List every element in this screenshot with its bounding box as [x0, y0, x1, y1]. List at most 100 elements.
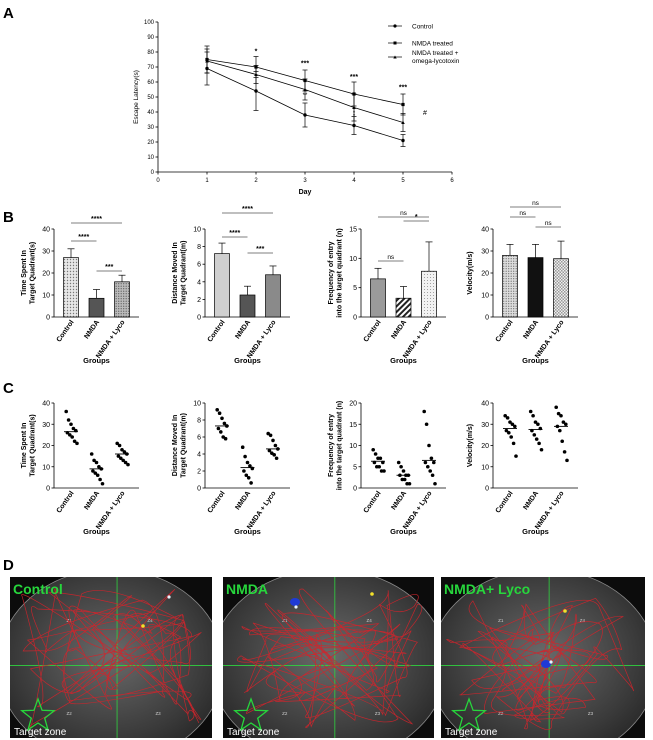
significance-label: ns — [532, 200, 540, 207]
x-tick-label: Control — [56, 490, 76, 514]
significance-marker: ** — [303, 93, 308, 99]
scatter-point — [507, 430, 511, 435]
y-tick-label: 2 — [197, 469, 201, 476]
quadrant-label: Z4 — [580, 618, 586, 623]
scatter-point — [116, 454, 121, 458]
data-point — [254, 72, 258, 76]
swim-path — [446, 597, 634, 730]
scatter-point — [559, 413, 563, 418]
y-tick-label: 0 — [197, 486, 201, 493]
series-2 — [204, 48, 406, 132]
y-axis-label-line: into the target quadrant (n) — [337, 401, 344, 490]
y-tick-label: 20 — [42, 443, 50, 450]
x-tick-label: 1 — [205, 178, 209, 184]
scatter-point — [561, 420, 566, 424]
bar — [265, 274, 281, 318]
y-axis-label: Distance Moved In Target Quadrant(m) — [172, 241, 188, 306]
y-tick-label: 0 — [353, 315, 357, 322]
data-point — [303, 87, 307, 91]
y-tick-label: 40 — [42, 401, 50, 408]
panel-letter-b: B — [3, 209, 14, 226]
legend-label-control: Control — [412, 24, 434, 31]
scatter-point — [402, 477, 407, 482]
scatter-point — [560, 439, 564, 444]
x-tick-label: NMDA — [522, 490, 540, 511]
scatter-point — [503, 413, 508, 418]
y-tick-label: 10 — [349, 443, 357, 450]
y-tick-label: 40 — [481, 401, 489, 408]
y-tick-label: 50 — [147, 95, 154, 101]
quadrant-label: Z4 — [366, 618, 372, 623]
x-axis-label: Groups — [83, 527, 110, 536]
y-tick-label: 8 — [197, 418, 201, 425]
x-tick-label: Control — [207, 319, 227, 343]
y-axis-label: Frequency of entry into the target quadra… — [328, 401, 344, 490]
data-point — [401, 102, 405, 107]
y-tick-label: 30 — [42, 249, 50, 256]
scatter-point — [423, 460, 428, 465]
y-tick-label: 4 — [197, 279, 201, 286]
track-label: NMDA — [226, 581, 268, 597]
scatter-point — [504, 428, 509, 433]
scatter-point — [505, 416, 510, 420]
bar — [114, 281, 130, 318]
scatter-point — [528, 409, 533, 414]
bar — [553, 258, 569, 318]
y-tick-label: 15 — [349, 422, 357, 429]
scatter-point — [69, 422, 73, 427]
scatter-point — [532, 433, 537, 437]
y-tick-label: 0 — [151, 170, 155, 176]
x-axis-label: Groups — [234, 527, 261, 536]
scatter-point — [244, 473, 249, 478]
scatter-point — [93, 471, 98, 475]
y-tick-label: 0 — [353, 486, 357, 493]
data-point — [254, 89, 258, 93]
scatter-point — [432, 460, 436, 465]
scatter-point — [68, 433, 72, 437]
significance-label: *** — [105, 264, 113, 271]
scatter-point — [558, 428, 562, 433]
x-tick-label: NMDA + Lyco — [95, 319, 126, 360]
target-zone-label: Target zone — [445, 727, 498, 738]
x-tick-label: 2 — [254, 178, 258, 184]
scatter-point — [401, 469, 406, 473]
scatter-point — [92, 458, 96, 463]
y-tick-label: 8 — [197, 244, 201, 251]
y-axis-label-line: Frequency of entry — [328, 241, 335, 304]
bar — [88, 297, 105, 318]
scatter-point — [427, 443, 431, 448]
y-tick-label: 30 — [42, 422, 50, 429]
scatter-point — [126, 462, 130, 467]
x-tick-label: Control — [363, 319, 383, 343]
y-axis-label-line: Target Quadrant(m) — [181, 241, 188, 306]
significance-marker: *** — [399, 85, 407, 92]
x-tick-label: NMDA — [83, 319, 101, 340]
y-tick-label: 5 — [353, 464, 357, 471]
panel-letter-a: A — [3, 5, 14, 22]
y-axis-label-line: Target Quadrant(s) — [30, 242, 37, 305]
y-axis-label: Velocity(m/s) — [467, 424, 474, 467]
scatter-point — [267, 448, 272, 453]
significance-marker: * — [255, 49, 258, 56]
platform-marker — [141, 624, 145, 628]
y-tick-label: 0 — [46, 315, 50, 322]
x-tick-label: Control — [495, 490, 515, 514]
bar — [370, 278, 386, 318]
y-axis-label: Time Spent In Target Quadrant(s) — [21, 242, 37, 305]
track-label: NMDA+ Lyco — [444, 581, 530, 597]
significance-label: ns — [387, 254, 395, 261]
scatter-point — [378, 456, 383, 461]
scatter-point — [91, 469, 95, 473]
significance-label: **** — [242, 206, 253, 213]
significance-label: *** — [256, 246, 264, 253]
platform-marker — [563, 609, 567, 613]
y-tick-label: 10 — [481, 464, 489, 471]
end-marker — [167, 595, 171, 599]
x-axis-label: Groups — [522, 356, 549, 365]
scatter-point — [223, 436, 228, 441]
scatter-point — [533, 420, 538, 424]
scatter-point — [531, 413, 535, 418]
y-tick-label: 20 — [481, 271, 489, 278]
